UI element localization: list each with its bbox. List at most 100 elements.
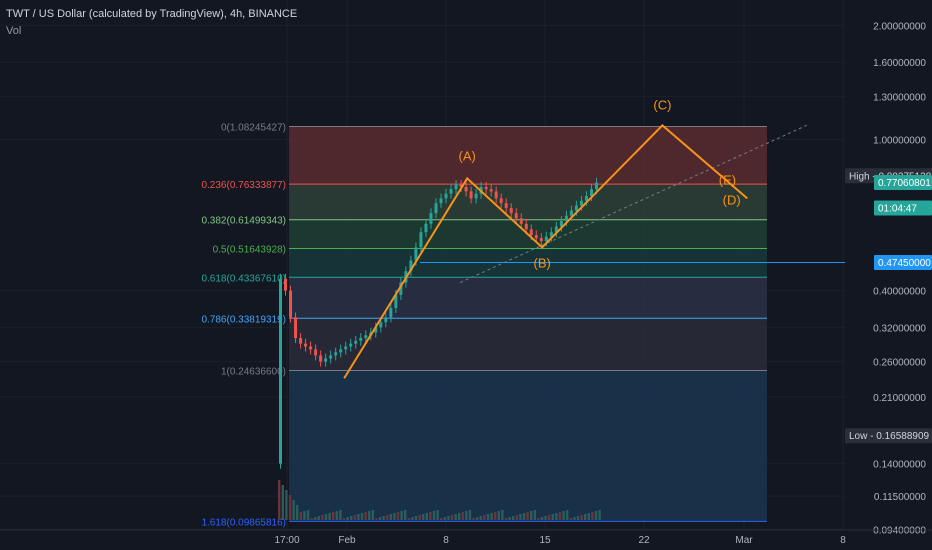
candle-body xyxy=(419,232,423,248)
time-tick-label: 8 xyxy=(443,535,449,546)
volume-bar xyxy=(544,516,547,520)
price-tick-label: 0.26000000 xyxy=(873,358,926,369)
volume-bar xyxy=(512,516,515,520)
price-tick-label: 0.21000000 xyxy=(873,393,926,404)
volume-bar xyxy=(522,513,526,520)
candle-body xyxy=(474,193,478,199)
volume-bar xyxy=(548,515,551,520)
candle-body xyxy=(564,215,568,222)
volume-bar xyxy=(306,510,310,520)
volume-bar xyxy=(436,510,439,520)
volume-bar xyxy=(378,517,382,520)
candle-body xyxy=(584,196,588,201)
volume-bar xyxy=(429,512,432,520)
wave-label: (E) xyxy=(719,173,736,188)
volume-bar xyxy=(533,510,536,520)
candle-body xyxy=(524,223,528,230)
candle-body xyxy=(549,232,553,237)
fibonacci-retracement[interactable]: 0(1.08245427) 0.236(0.76333877) 0.382(0.61… xyxy=(201,123,767,529)
price-tags: High - 0.802751280.7706080101:04:470.474… xyxy=(845,168,932,444)
price-tick-label: 0.11500000 xyxy=(874,492,927,503)
candle-body xyxy=(309,346,313,350)
volume-bar xyxy=(566,510,569,520)
price-tick-label: 0.40000000 xyxy=(873,287,926,298)
volume-bar xyxy=(515,515,518,520)
volume-bar xyxy=(400,511,403,520)
volume-bar xyxy=(508,517,511,520)
fib-level-label: 0.382(0.61499343) xyxy=(201,216,286,227)
price-axis[interactable]: 2.00000000 1.60000000 1.30000000 1.00000000… xyxy=(848,0,932,550)
candle-body xyxy=(354,340,358,344)
fib-zone xyxy=(289,318,767,371)
volume-bar xyxy=(296,505,299,520)
wave-path[interactable] xyxy=(343,123,748,379)
candle-body xyxy=(389,307,393,318)
volume-bar xyxy=(396,512,400,520)
candle-body xyxy=(324,358,328,362)
volume-bar xyxy=(587,513,590,520)
volume-bar xyxy=(447,516,450,520)
volume-bar xyxy=(407,518,410,520)
volume-bar xyxy=(454,514,457,520)
fib-level-label: 1.618(0.09865816) xyxy=(201,517,286,528)
volume-bar xyxy=(414,516,418,520)
volume-bar xyxy=(303,511,306,520)
volume-bar xyxy=(299,512,302,520)
volume-bar xyxy=(425,513,428,520)
candle-body xyxy=(364,335,368,339)
line-tag-text: 0.47450000 xyxy=(878,258,931,269)
volume-bar xyxy=(360,513,364,520)
fib-level-label: 0.786(0.33819319) xyxy=(201,314,286,325)
volume-bar xyxy=(314,517,317,520)
elliott-wave[interactable]: (A) (B) (C) (D) (E) xyxy=(343,97,748,379)
time-tick-label: 8 xyxy=(840,535,846,546)
volume-bar xyxy=(483,515,486,520)
candle-body xyxy=(374,327,378,333)
volume-bar xyxy=(530,511,533,520)
volume-bar xyxy=(357,514,360,520)
volume-bar xyxy=(324,514,328,520)
candle-body xyxy=(464,186,468,192)
volume-bar xyxy=(555,513,558,520)
price-tick-label: 1.00000000 xyxy=(873,136,926,147)
volume-bar xyxy=(382,516,385,520)
line-tag xyxy=(874,254,932,270)
candle-body xyxy=(424,223,428,233)
volume-bar xyxy=(465,511,468,520)
time-axis[interactable]: 17:00 Feb 8 15 22 Mar 8 xyxy=(0,529,932,546)
volume-bar xyxy=(353,515,356,520)
candle-body xyxy=(434,203,438,214)
volume-bar xyxy=(432,511,436,520)
chart-title: TWT / US Dollar (calculated by TradingVi… xyxy=(6,8,298,20)
volume-bar xyxy=(292,500,295,520)
candle-body xyxy=(344,346,348,350)
volume-bar xyxy=(404,510,407,520)
candle-body xyxy=(554,226,558,233)
candle-body xyxy=(289,290,293,318)
candle-body xyxy=(279,278,282,464)
volume-bar xyxy=(584,514,587,520)
wave-label: (B) xyxy=(533,255,550,270)
candle-body xyxy=(469,191,473,199)
candle-body xyxy=(314,349,318,356)
candle-body xyxy=(589,189,593,197)
volume-bar xyxy=(422,514,425,520)
volume-bar xyxy=(486,514,490,520)
candle-body xyxy=(399,282,403,295)
volume-bar xyxy=(350,516,353,520)
candle-body xyxy=(459,184,463,187)
volume-bar xyxy=(569,518,572,520)
candle-body xyxy=(559,221,563,227)
volume-bar xyxy=(364,512,367,520)
candle-body xyxy=(514,213,518,219)
volume-bar xyxy=(598,510,601,520)
volume-bar xyxy=(328,513,331,520)
fib-level-label: 1(0.24636600) xyxy=(221,367,286,378)
volume-bar xyxy=(461,512,464,520)
candle-body xyxy=(509,208,513,214)
volume-bar xyxy=(389,514,392,520)
price-tick-label: 0.32000000 xyxy=(873,323,926,334)
volume-bar xyxy=(526,512,529,520)
candle-body xyxy=(499,198,503,204)
